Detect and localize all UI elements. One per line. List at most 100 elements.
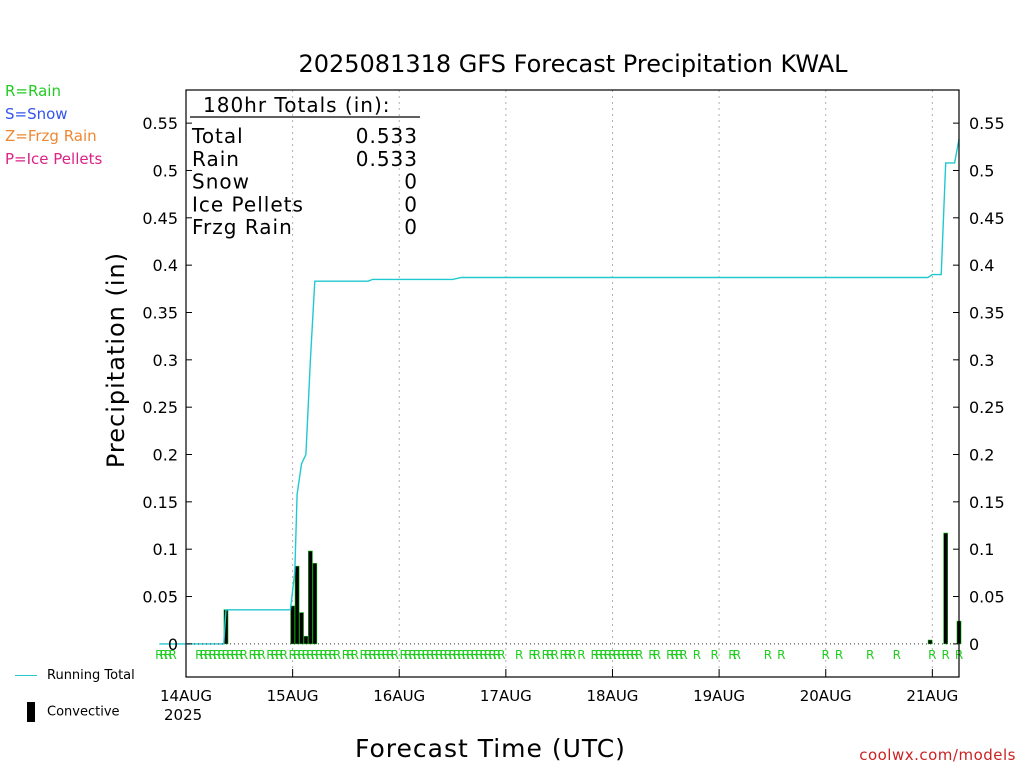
rain-marker: R xyxy=(333,648,341,662)
precip-type-legend: R=Rain S=Snow Z=Frzg Rain P=Ice Pellets xyxy=(5,80,102,170)
rain-marker: R xyxy=(431,648,439,662)
y-tick-label-right: 0.05 xyxy=(969,588,1005,607)
y-tick-label: 0.55 xyxy=(142,114,178,133)
y-tick-label-right: 0.4 xyxy=(969,256,994,275)
convective-swatch xyxy=(27,702,35,722)
x-tick-label: 20AUG xyxy=(800,687,852,705)
rain-marker: R xyxy=(728,648,736,662)
rain-marker: R xyxy=(200,648,208,662)
legend-convective-label: Convective xyxy=(47,704,120,720)
running-total-line xyxy=(159,139,960,645)
rain-marker: R xyxy=(253,648,261,662)
convective-bar xyxy=(290,605,295,645)
totals-row-value: 0 xyxy=(404,215,418,239)
rain-marker: R xyxy=(542,648,550,662)
convective-bar xyxy=(294,565,300,645)
y-tick-label: 0.45 xyxy=(142,209,178,228)
y-tick-label: 0 xyxy=(168,635,178,654)
chart-title: 2025081318 GFS Forecast Precipitation KW… xyxy=(298,50,848,78)
rain-marker: R xyxy=(302,648,310,662)
rain-marker: R xyxy=(835,648,843,662)
rain-marker: R xyxy=(591,648,599,662)
y-tick-label-right: 0.25 xyxy=(969,398,1005,417)
rain-marker: R xyxy=(315,648,323,662)
rain-marker: R xyxy=(710,648,718,662)
legend-running-total: Running Total xyxy=(15,668,135,683)
rain-marker: R xyxy=(928,648,936,662)
running-total-series xyxy=(159,139,960,645)
rain-marker: R xyxy=(671,648,679,662)
y-tick-label-right: 0 xyxy=(969,635,979,654)
rain-marker: R xyxy=(386,648,394,662)
rain-marker: R xyxy=(373,648,381,662)
x-tick-label: 16AUG xyxy=(373,687,425,705)
totals-row-label: Total xyxy=(191,124,244,148)
rain-marker: R xyxy=(235,648,243,662)
y-tick-label-right: 0.2 xyxy=(969,446,994,465)
rain-marker: R xyxy=(275,648,283,662)
y-tick-label-right: 0.1 xyxy=(969,540,994,559)
totals-row-label: Snow xyxy=(192,170,250,194)
rain-marker: R xyxy=(311,648,319,662)
rain-marker: R xyxy=(564,648,572,662)
rain-marker: R xyxy=(631,648,639,662)
y-tick-label-right: 0.5 xyxy=(969,161,994,180)
rain-marker: R xyxy=(204,648,212,662)
rain-marker: R xyxy=(546,648,554,662)
totals-header: 180hr Totals (in): xyxy=(203,93,391,117)
rain-marker: R xyxy=(226,648,234,662)
y-tick-label-right: 0.55 xyxy=(969,114,1005,133)
rain-marker: R xyxy=(622,648,630,662)
legend-rain: R=Rain xyxy=(5,82,61,100)
rain-marker: R xyxy=(297,648,305,662)
totals-row-value: 0 xyxy=(404,192,418,216)
y-tick-label: 0.5 xyxy=(153,161,178,180)
x-tick-label: 14AUG xyxy=(160,687,212,705)
rain-marker: R xyxy=(342,648,350,662)
y-tick-label-right: 0.3 xyxy=(969,351,994,370)
rain-marker: R xyxy=(613,648,621,662)
y-tick-label: 0.1 xyxy=(153,540,178,559)
rain-marker: R xyxy=(231,648,239,662)
totals-row-value: 0 xyxy=(404,170,418,194)
y-tick-label: 0.35 xyxy=(142,303,178,322)
rain-marker: R xyxy=(382,648,390,662)
rain-marker: R xyxy=(248,648,256,662)
rain-marker: R xyxy=(568,648,576,662)
rain-marker: R xyxy=(208,648,216,662)
rain-marker: R xyxy=(462,648,470,662)
rain-marker: R xyxy=(457,648,465,662)
y-tick-label-right: 0.45 xyxy=(969,209,1005,228)
rain-marker: R xyxy=(271,648,279,662)
rain-marker: R xyxy=(288,648,296,662)
rain-marker: R xyxy=(324,648,332,662)
rain-marker: R xyxy=(679,648,687,662)
rain-marker: R xyxy=(733,648,741,662)
rain-marker: R xyxy=(551,648,559,662)
x-tick-label: 15AUG xyxy=(267,687,319,705)
legend-convective: Convective xyxy=(15,702,120,722)
rain-marker: R xyxy=(222,648,230,662)
y-tick-label: 0.15 xyxy=(142,493,178,512)
rain-marker: R xyxy=(675,648,683,662)
plot-frame xyxy=(185,89,960,678)
rain-marker: R xyxy=(408,648,416,662)
rain-marker: R xyxy=(213,648,221,662)
rain-marker: R xyxy=(439,648,447,662)
x-tick-label: 17AUG xyxy=(480,687,532,705)
convective-bars xyxy=(223,532,962,645)
rain-marker: R xyxy=(306,648,314,662)
rain-marker: R xyxy=(484,648,492,662)
legend-frzg-rain: Z=Frzg Rain xyxy=(5,127,97,145)
source-credit: coolwx.com/models xyxy=(859,746,1016,764)
rain-marker: R xyxy=(240,648,248,662)
rain-marker: R xyxy=(559,648,567,662)
rain-marker: R xyxy=(777,648,785,662)
rain-marker: R xyxy=(169,648,177,662)
x-tick-label: 19AUG xyxy=(693,687,745,705)
totals-row-value: 0.533 xyxy=(356,124,418,148)
totals-row-label: Frzg Rain xyxy=(192,215,293,239)
rain-marker: R xyxy=(391,648,399,662)
rain-marker: R xyxy=(435,648,443,662)
